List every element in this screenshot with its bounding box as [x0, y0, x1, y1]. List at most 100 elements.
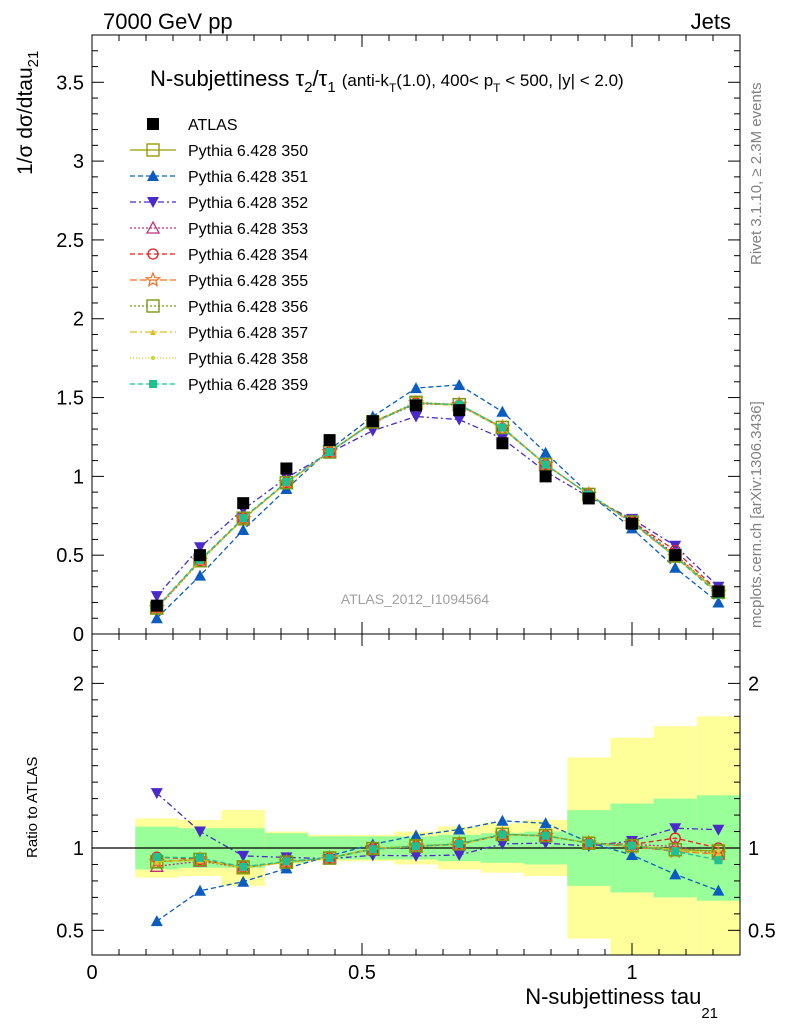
y-tick-label: 1 [73, 466, 84, 488]
plot-title: N-subjettiness τ2/τ1 (anti-kT(1.0), 400< … [150, 66, 624, 96]
legend-marker [146, 299, 160, 313]
series-point [410, 411, 422, 423]
ratio-series-point [194, 884, 206, 896]
ratio-series-point [150, 915, 163, 927]
analysis-watermark: ATLAS_2012_I1094564 [341, 591, 490, 607]
series-point [279, 475, 294, 490]
rivet-version-label: Rivet 3.1.10, ≥ 2.3M events [748, 83, 765, 266]
legend-marker [151, 356, 155, 360]
ratio-series-point [194, 826, 206, 838]
atlas-point [280, 462, 293, 475]
y-axis-label: 1/σ dσ/dtau21 [14, 51, 42, 175]
ratio-series-point [368, 845, 377, 854]
ratio-series-point [237, 850, 250, 862]
legend-label: Pythia 6.428 353 [188, 221, 308, 238]
legend-label: Pythia 6.428 352 [188, 195, 308, 212]
series-point [194, 542, 206, 554]
series-point [239, 514, 248, 523]
ratio-series-point [453, 823, 466, 835]
legend-label: Pythia 6.428 351 [188, 169, 308, 186]
ratio-series-point [455, 839, 464, 848]
y-tick-label: 1.5 [56, 388, 84, 410]
y-tick-label: 0.5 [56, 545, 84, 567]
series-point [539, 446, 552, 458]
y-tick-label: 2 [73, 309, 84, 331]
ratio-series-line [156, 792, 719, 860]
series-line [156, 384, 719, 619]
ratio-series-point [496, 838, 509, 850]
ratio-series-point [196, 853, 204, 862]
atlas-point [712, 585, 725, 598]
series-point [236, 511, 250, 525]
series-point [282, 477, 291, 486]
x-tick-label: 0.5 [348, 962, 376, 984]
series-point [712, 596, 725, 608]
ratio-series-point [715, 851, 722, 858]
series-point [453, 378, 466, 390]
series-2 [150, 411, 725, 603]
ratio-series-line [156, 833, 719, 868]
ratio-series-point [149, 858, 164, 872]
collision-label: 7000 GeV pp [103, 9, 233, 34]
legend-marker [144, 271, 162, 288]
atlas-point [669, 549, 682, 562]
series-point [237, 523, 250, 535]
ratio-series-point [669, 868, 682, 880]
legend-marker [145, 220, 161, 234]
series-point [669, 561, 682, 573]
ratio-series-point [453, 849, 466, 861]
legend-marker [147, 197, 159, 208]
series-point [150, 612, 163, 624]
series-0 [150, 396, 726, 615]
atlas-point [237, 497, 250, 510]
ratio-series-point [712, 824, 725, 836]
ratio-series-line [156, 820, 719, 922]
x-tick-label: 0 [86, 962, 97, 984]
ratio-series-point [628, 841, 636, 850]
ratio-series-point [623, 838, 641, 854]
ratio-series-point [237, 875, 250, 887]
ratio-series-point [410, 829, 422, 841]
ratio-y-tick-label: 2 [73, 673, 84, 695]
atlas-point [496, 437, 509, 450]
ratio-series-point [584, 839, 593, 848]
series-3 [149, 396, 726, 615]
legend-label: Pythia 6.428 359 [188, 377, 308, 394]
series-line [156, 415, 719, 597]
ratio-y-tick-label: 0.5 [56, 920, 84, 942]
y-tick-label: 3 [73, 151, 84, 173]
ratio-series-point [716, 849, 721, 854]
atlas-point [194, 549, 206, 562]
series-point [498, 423, 507, 432]
legend-label: Pythia 6.428 350 [188, 143, 308, 160]
legend-marker [150, 329, 156, 335]
ratio-y-tick-label: 2 [748, 673, 759, 695]
atlas-point [366, 415, 379, 428]
ratio-series-point [412, 842, 420, 851]
ratio-series-point [239, 862, 248, 871]
atlas-point [626, 517, 638, 530]
atlas-point [582, 492, 595, 505]
atlas-point [539, 470, 552, 483]
atlas-point [323, 434, 336, 447]
series-6 [150, 395, 726, 615]
mcplots-label: mcplots.cern.ch [arXiv:1306.3436] [748, 401, 765, 628]
ratio-series-point [712, 884, 725, 896]
atlas-point [150, 599, 163, 612]
legend-label: Pythia 6.428 354 [188, 247, 308, 264]
legend-label: Pythia 6.428 358 [188, 351, 308, 368]
ratio-series-point [541, 831, 550, 840]
legend-marker [147, 170, 159, 181]
series-point [669, 540, 682, 552]
x-axis-label: N-subjettiness tau21 [525, 984, 718, 1022]
ratio-y-axis-label: Ratio to ATLAS [24, 757, 41, 858]
legend-label: Pythia 6.428 355 [188, 273, 308, 290]
series-5 [148, 394, 727, 616]
x-tick-label: 1 [626, 962, 637, 984]
legend-marker [147, 118, 159, 130]
series-point [496, 405, 509, 417]
ratio-series-point [626, 849, 638, 861]
legend: ATLAS Pythia 6.428 350 Pythia 6.428 351 Pyt… [130, 117, 308, 394]
atlas-data [150, 399, 725, 612]
